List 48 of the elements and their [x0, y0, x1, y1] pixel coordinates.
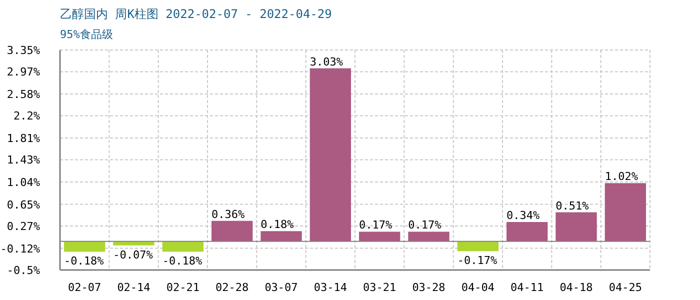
- data-label: -0.18%: [64, 254, 104, 268]
- x-tick-label: 02-07: [68, 281, 102, 294]
- bar: [260, 231, 302, 242]
- data-label: 1.02%: [604, 170, 638, 184]
- y-tick-label: 1.43%: [6, 154, 40, 167]
- bar: [64, 241, 106, 252]
- y-tick-label: 2.2%: [14, 110, 40, 123]
- x-tick-label: 03-28: [412, 281, 446, 294]
- y-tick-label: 1.04%: [6, 176, 40, 189]
- x-tick-label: 04-04: [461, 281, 495, 294]
- bar: [359, 232, 400, 242]
- x-tick-label: 03-07: [264, 281, 298, 294]
- x-tick-label: 02-14: [117, 281, 151, 294]
- data-label: 3.03%: [310, 55, 344, 68]
- data-label: 0.17%: [359, 218, 392, 232]
- data-label: 0.17%: [408, 218, 442, 232]
- x-tick-label: 03-21: [363, 281, 396, 294]
- bar: [506, 222, 548, 242]
- x-tick-label: 04-25: [608, 281, 642, 294]
- x-tick-label: 03-14: [314, 281, 348, 294]
- data-label: 0.34%: [506, 209, 540, 222]
- x-tick-label: 04-11: [510, 281, 544, 294]
- data-label: 0.18%: [260, 218, 294, 232]
- data-label: 0.51%: [556, 199, 590, 212]
- bar: [604, 183, 646, 242]
- x-tick-label: 04-18: [560, 281, 593, 294]
- y-tick-label: 2.58%: [6, 88, 40, 101]
- data-label: -0.17%: [457, 254, 498, 268]
- data-label: 0.36%: [212, 208, 245, 221]
- chart-title: 乙醇国内 周K柱图 2022-02-07 - 2022-04-29: [60, 7, 332, 21]
- y-tick-label: 3.35%: [6, 44, 40, 57]
- y-tick-label: 1.81%: [6, 132, 40, 145]
- chart-subtitle: 95%食品级: [60, 28, 113, 41]
- y-tick-label: 0.27%: [6, 220, 40, 233]
- bar: [556, 212, 597, 242]
- bar: [310, 68, 351, 242]
- y-tick-label: 2.97%: [6, 66, 40, 79]
- data-label: -0.18%: [162, 254, 202, 268]
- y-tick-label: -0.12%: [0, 242, 40, 256]
- y-tick-label: -0.5%: [6, 264, 40, 277]
- bar: [162, 241, 204, 252]
- bar: [457, 241, 498, 252]
- data-label: -0.07%: [113, 248, 154, 262]
- y-tick-label: 0.65%: [6, 198, 40, 212]
- x-tick-label: 02-21: [166, 281, 200, 294]
- bar: [212, 220, 253, 242]
- x-tick-label: 02-28: [216, 281, 249, 294]
- bar: [408, 232, 450, 242]
